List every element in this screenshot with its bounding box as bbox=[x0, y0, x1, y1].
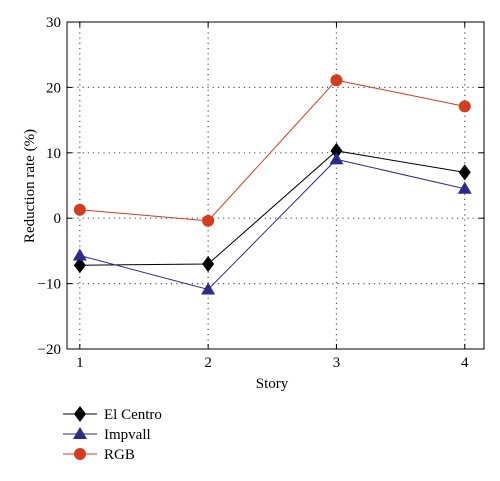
series-line-el-centro bbox=[79, 150, 465, 266]
data-point-el-centro bbox=[73, 257, 86, 274]
data-point-el-centro bbox=[330, 142, 343, 159]
x-tick-label: 2 bbox=[204, 355, 212, 371]
data-point-el-centro bbox=[458, 164, 471, 181]
data-point-el-centro bbox=[202, 255, 215, 272]
x-tick-label: 4 bbox=[461, 355, 469, 371]
legend-marker-rgb bbox=[74, 448, 86, 460]
tick-marks bbox=[67, 21, 484, 350]
data-point-rgb bbox=[73, 203, 86, 216]
y-tick-labels: 30 20 10 0 −10 −20 bbox=[38, 15, 61, 358]
data-point-impvall bbox=[329, 152, 344, 165]
x-axis-label: Story bbox=[256, 376, 289, 392]
legend-label-el-centro: El Centro bbox=[104, 407, 162, 423]
data-point-impvall bbox=[72, 248, 87, 261]
data-point-rgb bbox=[330, 74, 343, 87]
x-tick-label: 3 bbox=[333, 355, 341, 371]
legend-marker-el-centro bbox=[74, 406, 86, 422]
legend-marker-impvall bbox=[73, 427, 87, 439]
legend-label-impvall: Impvall bbox=[104, 427, 151, 443]
legend-label-rgb: RGB bbox=[104, 447, 135, 463]
data-point-rgb bbox=[458, 100, 471, 113]
y-tick-label: −10 bbox=[38, 277, 61, 293]
legend: El Centro Impvall RGB bbox=[63, 406, 162, 463]
y-tick-label: 10 bbox=[46, 146, 61, 162]
x-tick-label: 1 bbox=[76, 355, 84, 371]
y-tick-label: 30 bbox=[46, 15, 61, 31]
plot-frame bbox=[66, 21, 485, 350]
series-line-rgb bbox=[79, 79, 465, 222]
series-line-impvall bbox=[79, 158, 465, 291]
y-tick-label: −20 bbox=[38, 342, 61, 358]
x-tick-labels: 1 2 3 4 bbox=[76, 355, 469, 371]
y-axis-label: Reduction rate (%) bbox=[22, 129, 38, 243]
data-point-impvall bbox=[201, 282, 216, 295]
y-tick-label: 0 bbox=[54, 211, 62, 227]
y-tick-label: 20 bbox=[46, 80, 61, 96]
data-point-rgb bbox=[202, 214, 215, 227]
series-lines bbox=[79, 79, 465, 291]
grid-lines bbox=[67, 22, 484, 349]
data-point-impvall bbox=[457, 181, 472, 194]
series-markers bbox=[72, 74, 472, 295]
